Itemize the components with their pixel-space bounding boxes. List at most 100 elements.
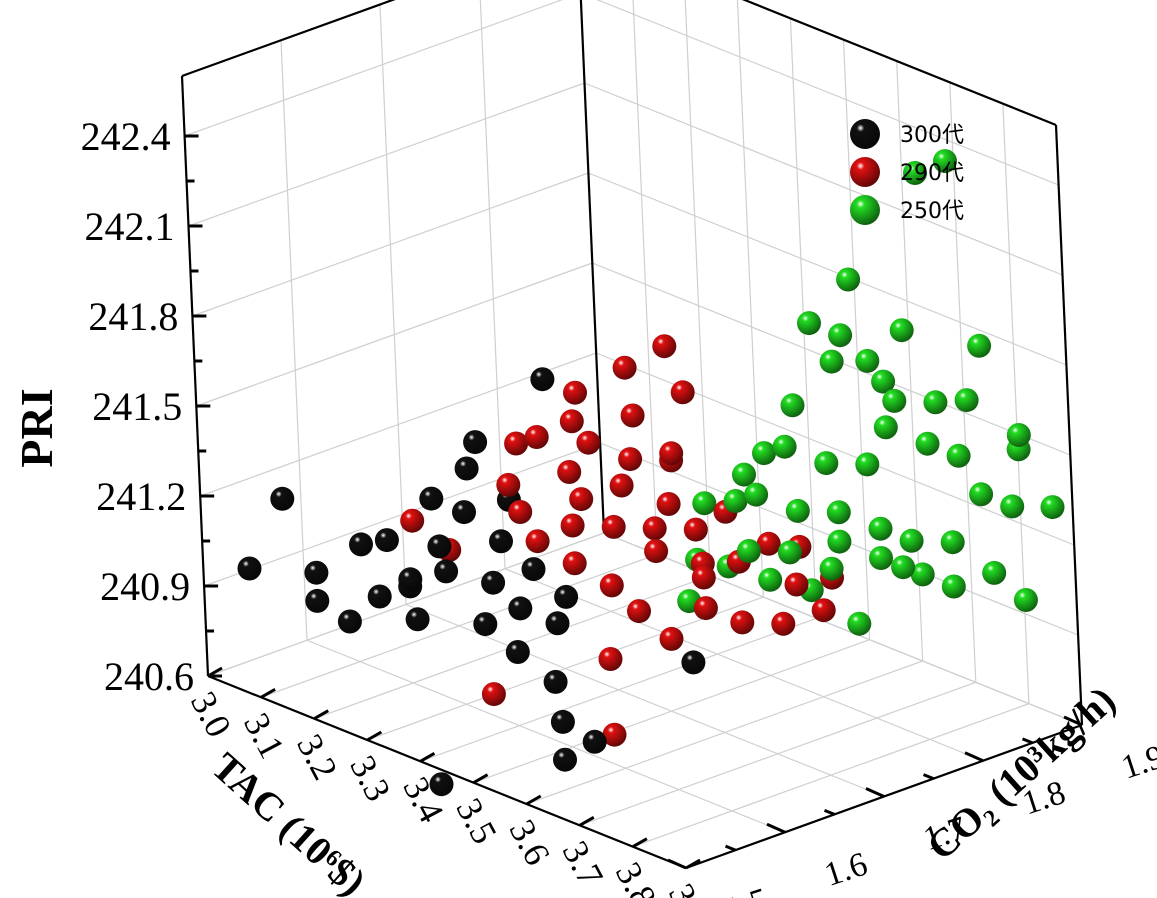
data-point-series-0	[545, 611, 570, 636]
wall-gridline	[842, 39, 871, 640]
right-edge-line	[1054, 124, 1084, 726]
data-point-series-2	[780, 393, 805, 418]
data-point-series-2	[819, 556, 844, 581]
wall-gridline	[192, 172, 589, 317]
data-point-series-1	[560, 513, 585, 538]
x-tick-label: 3.2	[289, 728, 345, 787]
data-point-series-0	[270, 486, 295, 511]
data-point-series-1	[602, 722, 627, 747]
legend-marker-250	[850, 195, 880, 225]
x-tick-label: 3.8	[608, 856, 664, 898]
data-point-series-0	[429, 772, 454, 797]
data-point-series-2	[982, 560, 1007, 585]
wall-gridline	[596, 0, 1059, 186]
x-tick	[313, 709, 329, 720]
data-point-series-2	[736, 539, 761, 563]
data-point-series-0	[405, 607, 430, 632]
data-point-series-2	[828, 323, 853, 348]
x-axis-line	[207, 674, 687, 870]
data-point-series-2	[871, 369, 896, 394]
x-tick	[579, 816, 595, 827]
wall-gridline	[188, 82, 585, 227]
z-axis-line	[180, 75, 210, 677]
data-point-series-2	[758, 567, 783, 592]
data-point-series-2	[1006, 423, 1031, 447]
wall-gridline	[207, 532, 605, 677]
data-point-series-0	[337, 609, 362, 634]
y-tick	[766, 822, 786, 834]
x-tick	[260, 688, 276, 699]
data-point-series-0	[681, 650, 706, 675]
data-point-series-0	[508, 596, 533, 621]
data-point-series-1	[400, 508, 425, 533]
z-tick-label: 242.4	[81, 114, 171, 159]
x-tick	[472, 773, 489, 784]
data-point-series-1	[627, 599, 651, 624]
data-point-series-0	[367, 584, 392, 609]
z-tick-label: 240.6	[104, 654, 194, 699]
data-point-series-0	[554, 584, 579, 609]
data-point-series-2	[940, 530, 965, 555]
data-point-series-2	[882, 388, 907, 413]
data-point-series-1	[656, 492, 681, 516]
data-point-series-2	[941, 574, 966, 599]
wall-gridline	[896, 60, 924, 662]
data-point-series-1	[601, 514, 626, 539]
floor-gridline	[405, 603, 885, 798]
data-point-series-2	[785, 498, 810, 523]
floor-gridline	[504, 568, 984, 762]
data-point-series-2	[819, 349, 844, 374]
data-point-series-0	[582, 729, 607, 754]
data-point-series-2	[777, 540, 802, 565]
x-tick	[525, 794, 542, 806]
data-point-series-2	[899, 528, 924, 553]
legend-label-290: 290代	[900, 161, 964, 186]
data-point-series-2	[889, 318, 914, 343]
data-point-series-1	[659, 441, 684, 466]
data-point-series-2	[869, 546, 893, 570]
z-tick-label: 240.9	[100, 564, 190, 609]
y-minor-tick	[724, 844, 737, 852]
legend-marker-290	[850, 157, 880, 187]
legend: 300代 290代 250代	[850, 119, 964, 225]
data-point-series-1	[508, 500, 533, 524]
data-point-series-2	[946, 443, 971, 468]
data-point-series-1	[730, 610, 755, 635]
data-point-series-1	[642, 516, 667, 541]
data-point-series-2	[855, 452, 880, 477]
back-edge-line	[579, 0, 606, 534]
y-tick	[964, 751, 984, 763]
data-point-series-0	[473, 612, 498, 637]
data-point-series-0	[550, 709, 575, 734]
data-point-series-1	[620, 403, 645, 428]
data-point-series-0	[237, 556, 262, 581]
data-point-series-1	[618, 447, 643, 472]
data-point-series-0	[304, 560, 329, 585]
z-tick-label: 242.1	[85, 204, 175, 249]
data-point-series-0	[505, 640, 530, 664]
z-axis-title: PRI	[11, 388, 62, 467]
data-point-series-0	[530, 367, 555, 392]
data-point-series-1	[771, 611, 796, 636]
data-point-series-0	[427, 534, 452, 559]
data-point-series-2	[772, 434, 797, 459]
data-point-series-1	[693, 596, 718, 621]
data-point-series-1	[559, 409, 584, 434]
y-minor-tick	[1021, 737, 1034, 745]
wall-gridline	[588, 172, 1067, 366]
x-tick-label: 3.9	[661, 877, 717, 898]
data-point-series-1	[563, 380, 587, 405]
data-point-series-1	[598, 647, 623, 671]
top-edge-line	[181, 0, 396, 78]
data-point-series-1	[599, 573, 624, 598]
data-point-series-0	[452, 500, 476, 525]
data-point-series-0	[398, 567, 423, 592]
data-point-series-2	[744, 482, 769, 507]
data-point-series-1	[562, 551, 587, 576]
back-floor-edge	[603, 532, 1083, 726]
x-tick	[207, 666, 223, 678]
x-tick	[685, 858, 701, 870]
x-tick-label: 3.5	[448, 792, 504, 851]
data-point-series-1	[644, 539, 669, 564]
